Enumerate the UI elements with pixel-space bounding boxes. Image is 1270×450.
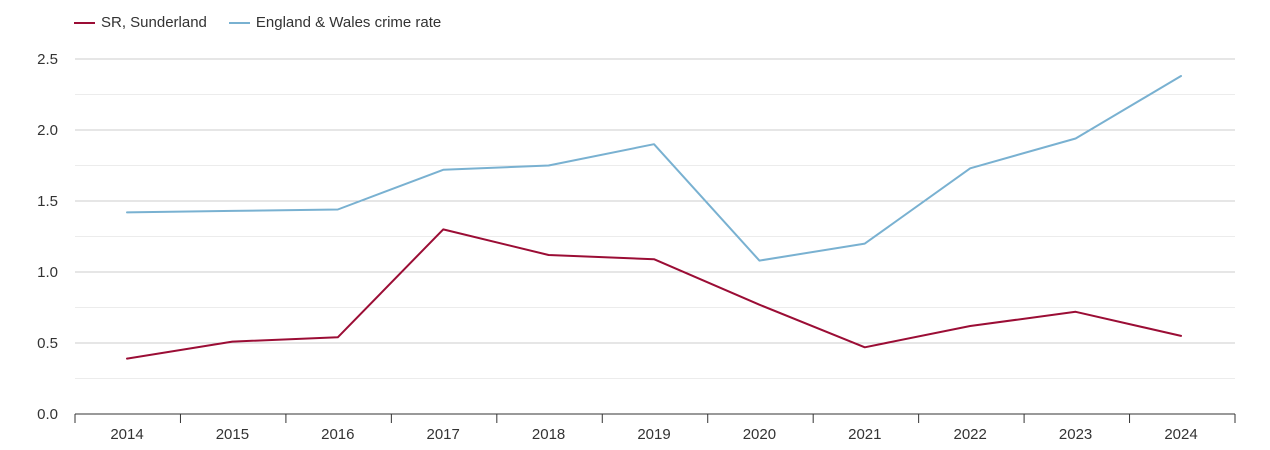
data-point-england-wales[interactable] — [226, 205, 238, 217]
x-axis: 2014 2015 2016 2017 2018 2019 2020 2021 2022 2023… — [74, 413, 1236, 443]
x-tick-label: 2021 — [848, 426, 881, 443]
grid-lines — [75, 58, 1235, 379]
legend-item-sunderland[interactable]: SR, Sunderland — [74, 14, 207, 31]
data-point-sunderland[interactable] — [543, 249, 555, 261]
data-point-sunderland[interactable] — [1175, 330, 1187, 342]
data-point-sunderland[interactable] — [121, 353, 133, 365]
x-tick-label: 2018 — [532, 426, 565, 443]
y-tick-label: 1.5 — [37, 193, 58, 210]
x-tick-label: 2020 — [743, 426, 776, 443]
data-point-england-wales[interactable] — [964, 162, 976, 174]
data-point-sunderland[interactable] — [226, 336, 238, 348]
data-point-england-wales[interactable] — [332, 204, 344, 216]
data-point-england-wales[interactable] — [859, 238, 871, 250]
legend-item-england-wales[interactable]: England & Wales crime rate — [228, 14, 442, 31]
series-lines — [121, 70, 1187, 365]
data-point-england-wales[interactable] — [1175, 70, 1187, 82]
x-tick-label: 2023 — [1059, 426, 1092, 443]
legend-swatch-england-wales — [228, 21, 250, 24]
y-tick-label: 2.0 — [37, 122, 58, 139]
data-point-england-wales[interactable] — [753, 255, 765, 267]
x-tick-label: 2014 — [110, 426, 143, 443]
y-tick-label: 0.5 — [37, 335, 58, 352]
y-tick-label: 1.0 — [37, 264, 58, 281]
series-line-england-wales[interactable] — [126, 75, 1182, 262]
legend-label-england-wales: England & Wales crime rate — [255, 14, 442, 31]
x-tick-label: 2017 — [427, 426, 460, 443]
y-tick-label: 0.0 — [37, 406, 58, 423]
data-point-england-wales[interactable] — [121, 206, 133, 218]
data-point-sunderland[interactable] — [753, 299, 765, 311]
data-point-england-wales[interactable] — [437, 164, 449, 176]
data-point-sunderland[interactable] — [1070, 306, 1082, 318]
data-point-england-wales[interactable] — [543, 160, 555, 172]
data-point-england-wales[interactable] — [1070, 133, 1082, 145]
data-point-sunderland[interactable] — [332, 331, 344, 343]
y-tick-label: 2.5 — [37, 51, 58, 68]
x-tick-label: 2015 — [216, 426, 249, 443]
chart-legend: SR, Sunderland England & Wales crime rat… — [74, 14, 463, 31]
data-point-sunderland[interactable] — [859, 341, 871, 353]
data-point-sunderland[interactable] — [648, 253, 660, 265]
legend-swatch-sunderland — [74, 21, 95, 24]
x-tick-label: 2019 — [637, 426, 670, 443]
legend-label-sunderland: SR, Sunderland — [101, 14, 207, 31]
data-point-england-wales[interactable] — [648, 138, 660, 150]
y-axis: 0.0 0.5 1.0 1.5 2.0 2.5 — [37, 51, 58, 423]
x-tick-label: 2016 — [321, 426, 354, 443]
x-tick-label: 2024 — [1164, 426, 1197, 443]
data-point-sunderland[interactable] — [964, 320, 976, 332]
data-point-sunderland[interactable] — [437, 223, 449, 235]
series-line-sunderland[interactable] — [126, 228, 1182, 360]
x-tick-label: 2022 — [954, 426, 987, 443]
